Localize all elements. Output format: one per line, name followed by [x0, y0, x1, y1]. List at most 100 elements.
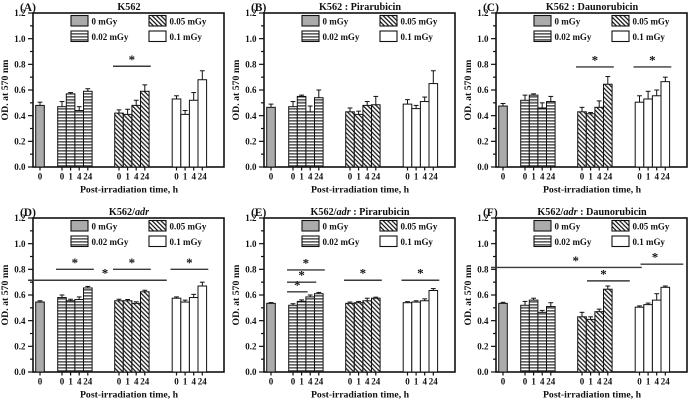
- x-tick-label: 0: [38, 171, 43, 181]
- significance-star: *: [186, 255, 193, 270]
- x-tick-label: 24: [429, 171, 438, 181]
- x-tick-label: 0: [522, 171, 527, 181]
- x-tick-label: 0: [406, 376, 411, 386]
- bar: [585, 318, 596, 373]
- y-tick-label: 0.8: [14, 264, 26, 274]
- x-tick-label: 24: [315, 171, 324, 181]
- x-tick-label: 0: [60, 171, 65, 181]
- y-tick-label: 1.2: [246, 213, 258, 223]
- significance-star: *: [299, 268, 306, 283]
- x-tick-label: 1: [588, 376, 593, 386]
- bar: [537, 311, 547, 373]
- legend-swatch: [148, 235, 167, 248]
- x-axis-label: Post-irradiation time, h: [311, 389, 410, 400]
- legend-label: 0.05 mGy: [401, 222, 438, 232]
- legend-swatch: [148, 14, 167, 27]
- x-axis-label: Post-irradiation time, h: [80, 389, 179, 400]
- x-tick-label: 24: [660, 171, 669, 181]
- bar: [197, 79, 208, 168]
- y-tick-label: 0.8: [246, 264, 258, 274]
- x-tick-label: 24: [660, 376, 669, 386]
- panel-title: K562/adr : Daunorubicin: [537, 207, 647, 218]
- x-tick-label: 0: [291, 376, 296, 386]
- y-tick-label: 0.2: [477, 136, 489, 146]
- bar: [420, 300, 430, 373]
- legend-label: 0 mGy: [554, 222, 580, 232]
- bar: [131, 302, 141, 373]
- legend-swatch: [533, 30, 552, 43]
- y-tick-label: 0.4: [477, 111, 489, 121]
- chart-B: 0.00.20.40.60.81.01.20 0 1 4 24 0 1 4 24 0 1 4 240 m…: [231, 2, 457, 195]
- x-tick-label: 4: [597, 376, 602, 386]
- x-axis-label: Post-irradiation time, h: [311, 184, 410, 195]
- bar: [403, 103, 413, 168]
- bar: [354, 113, 364, 168]
- legend-label: 0.1 mGy: [632, 237, 665, 247]
- bar: [371, 297, 381, 373]
- x-tick-label: 4: [77, 376, 82, 386]
- y-tick-label: 1.2: [246, 8, 258, 18]
- significance-star: *: [649, 52, 656, 67]
- y-tick-label: 0.2: [14, 136, 26, 146]
- y-tick-label: 0.0: [14, 162, 26, 172]
- x-tick-label: 1: [646, 376, 651, 386]
- x-tick-label: 1: [531, 376, 536, 386]
- bar: [634, 306, 644, 373]
- y-tick-label: 0.8: [477, 264, 489, 274]
- significance-star: *: [572, 253, 579, 268]
- x-tick-label: 0: [117, 171, 122, 181]
- x-tick-label: 0: [291, 171, 296, 181]
- y-tick-label: 1.0: [14, 34, 26, 44]
- panel-B: 0.0 0.2 0.4 0.6 0.8 1.0 1.2 0 0 1 4 24 0 1 4 24 0 1 4 24 0 m…: [231, 0, 462, 205]
- x-tick-label: 4: [365, 171, 370, 181]
- panel-C: 0.0 0.2 0.4 0.6 0.8 1.0 1.2 0 0 1 4 24 0 1 4 24 0 1 4 24 * * 0…: [463, 0, 694, 205]
- legend-swatch: [533, 14, 552, 27]
- legend-label: 0.05 mGy: [169, 17, 206, 27]
- bar: [528, 94, 539, 168]
- bar: [188, 297, 199, 373]
- legend-label: 0.02 mGy: [323, 32, 360, 42]
- x-tick-label: 0: [348, 171, 353, 181]
- legend-label: 0.1 mGy: [401, 32, 434, 42]
- panel-F: 0.0 0.2 0.4 0.6 0.8 1.0 1.2 0 0 1 4 24 0 1 4 24 0 1 4 24 * * *…: [463, 205, 694, 410]
- panel-title: K562/adr: [109, 207, 150, 218]
- x-tick-label: 4: [423, 376, 428, 386]
- x-tick-label: 1: [414, 171, 419, 181]
- panel-letter: (E): [251, 207, 266, 219]
- y-axis-label: OD. at 570 nm: [463, 60, 474, 121]
- bar: [65, 300, 76, 373]
- chart-C: 0.00.20.40.60.81.01.20 0 1 4 24 0 1 4 24 0 1 4 24* *0…: [463, 2, 688, 195]
- bar: [362, 104, 373, 168]
- bar: [411, 301, 422, 373]
- x-tick-label: 1: [531, 171, 536, 181]
- legend-swatch: [533, 235, 552, 248]
- y-tick-label: 1.2: [477, 8, 489, 18]
- bar: [305, 296, 316, 373]
- bar: [428, 83, 439, 168]
- bar: [180, 301, 190, 373]
- legend-label: 0.05 mGy: [169, 222, 206, 232]
- bar: [297, 300, 307, 373]
- bar: [497, 302, 508, 373]
- bar: [545, 101, 556, 168]
- legend-swatch: [70, 235, 89, 248]
- x-tick-label: 0: [579, 171, 584, 181]
- y-tick-label: 0.0: [477, 162, 489, 172]
- bar: [585, 113, 596, 168]
- bar: [180, 113, 190, 168]
- bar: [362, 300, 373, 373]
- bar: [65, 93, 76, 168]
- y-axis-label: OD. at 570 nm: [463, 265, 474, 326]
- bar: [642, 98, 653, 168]
- legend-swatch: [379, 235, 398, 248]
- y-axis-label: OD. at 570 nm: [0, 60, 11, 121]
- x-axis-label: Post-irradiation time, h: [80, 184, 179, 195]
- panel-title: K562 : Daunorubicin: [546, 2, 639, 13]
- legend-label: 0 mGy: [323, 222, 349, 232]
- y-tick-label: 0.2: [14, 341, 26, 351]
- x-tick-label: 24: [372, 376, 381, 386]
- x-tick-label: 0: [60, 376, 65, 386]
- panel-letter: (C): [483, 2, 499, 14]
- x-tick-label: 24: [603, 376, 612, 386]
